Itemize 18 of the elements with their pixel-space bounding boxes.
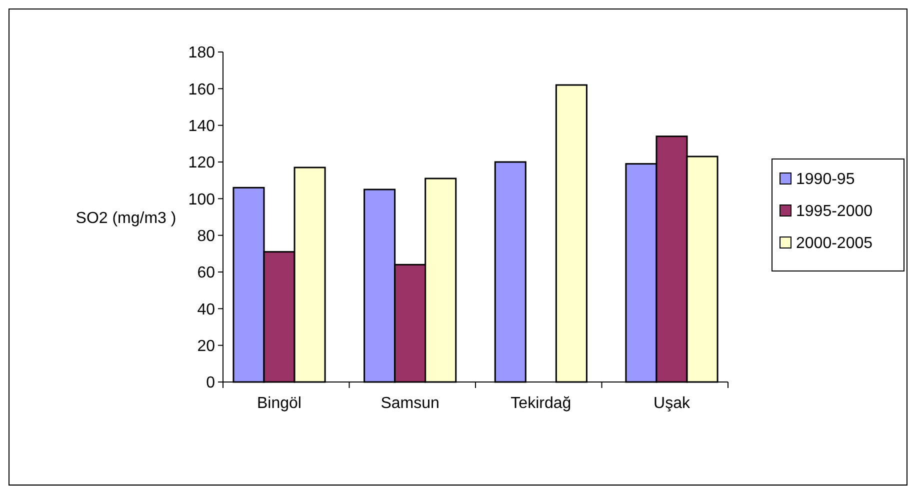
legend-label: 2000-2005 [796,235,873,252]
x-tick-label: Samsun [380,395,440,412]
legend-label: 1990-95 [796,171,855,188]
legend-label: 1995-2000 [796,203,873,220]
y-axis-title: SO2 (mg/m3 ) [76,210,176,227]
y-tick-label: 80 [197,228,216,245]
x-tick-label: Bingöl [257,395,302,412]
y-tick-label: 100 [188,191,216,208]
x-tick-label: Tekirdağ [510,395,572,412]
y-tick-label: 180 [188,44,216,62]
y-tick-label: 120 [188,154,216,172]
y-tick-label: 0 [206,374,216,392]
x-tick-label: Uşak [654,395,691,412]
y-tick-label: 40 [197,301,216,318]
y-tick-label: 140 [188,118,216,135]
y-tick-label: 20 [197,338,216,355]
y-tick-label: 160 [188,81,216,98]
y-tick-label: 60 [197,264,216,282]
